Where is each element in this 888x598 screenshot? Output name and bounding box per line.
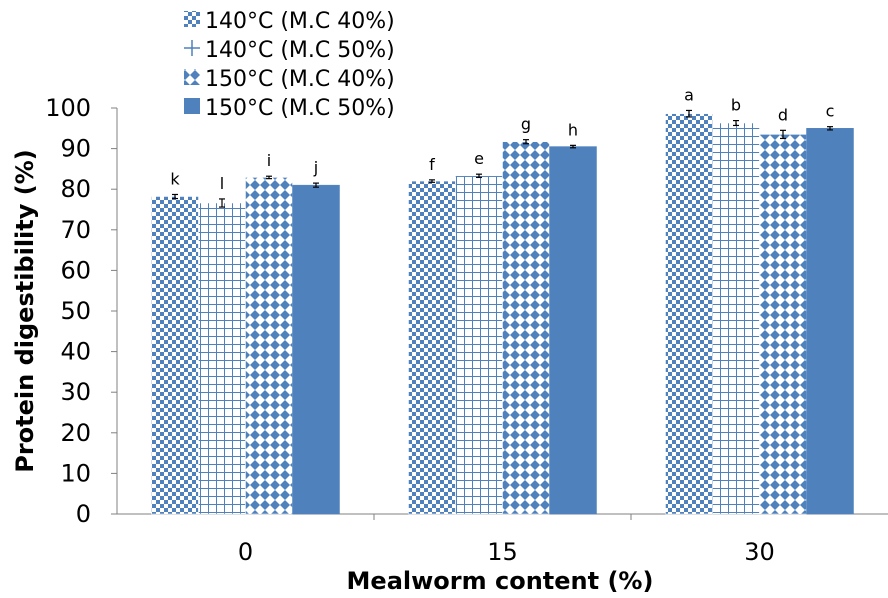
bar — [502, 141, 550, 515]
y-tick-label: 100 — [45, 94, 91, 122]
bar — [712, 122, 760, 515]
bar — [245, 177, 293, 515]
legend-label: 140°C (M.C 50%) — [205, 38, 395, 63]
legend-label: 140°C (M.C 40%) — [205, 9, 395, 34]
significance-label: h — [568, 120, 578, 139]
y-ticks: 0 10 20 30 40 50 60 70 80 90 100 — [45, 94, 117, 528]
y-tick-label: 30 — [60, 378, 91, 406]
legend-swatch — [184, 69, 200, 85]
y-tick-label: 80 — [60, 175, 91, 203]
significance-label: f — [429, 155, 435, 174]
bar — [292, 184, 340, 515]
y-tick-label: 40 — [60, 338, 91, 366]
bar — [806, 128, 854, 515]
significance-label: d — [778, 105, 788, 124]
y-tick-label: 10 — [60, 459, 91, 487]
legend: 140°C (M.C 40%) 140°C (M.C 50%) 150°C (M.C… — [184, 9, 395, 121]
bar — [455, 175, 503, 515]
significance-label: g — [521, 115, 531, 134]
y-tick-label: 90 — [60, 135, 91, 163]
significance-label: j — [313, 158, 318, 177]
bar — [151, 196, 199, 515]
significance-label: a — [684, 85, 694, 104]
y-tick-label: 50 — [60, 297, 91, 325]
significance-label: c — [826, 102, 835, 121]
x-category-label: 0 — [238, 538, 253, 566]
x-category-label: 30 — [744, 538, 775, 566]
bar — [665, 113, 713, 515]
x-categories: 0 15 30 — [238, 514, 775, 566]
y-tick-label: 0 — [76, 500, 91, 528]
significance-label: i — [267, 151, 271, 170]
legend-swatch — [184, 11, 200, 27]
significance-label: l — [220, 174, 224, 193]
bar — [759, 134, 807, 515]
bars: k l i j f e g h a b d c — [151, 85, 854, 515]
y-tick-label: 60 — [60, 256, 91, 284]
x-axis-title: Mealworm content (%) — [347, 567, 654, 595]
y-tick-label: 20 — [60, 419, 91, 447]
legend-label: 150°C (M.C 50%) — [205, 96, 395, 121]
x-category-label: 15 — [487, 538, 518, 566]
bar — [408, 180, 456, 515]
legend-swatch — [184, 98, 200, 114]
significance-label: k — [170, 169, 180, 188]
significance-label: e — [474, 149, 484, 168]
y-axis-title: Protein digestibility (%) — [11, 149, 39, 473]
legend-label: 150°C (M.C 40%) — [205, 67, 395, 92]
y-tick-label: 70 — [60, 216, 91, 244]
bar — [198, 202, 246, 515]
bar — [549, 146, 597, 515]
significance-label: b — [731, 96, 741, 115]
